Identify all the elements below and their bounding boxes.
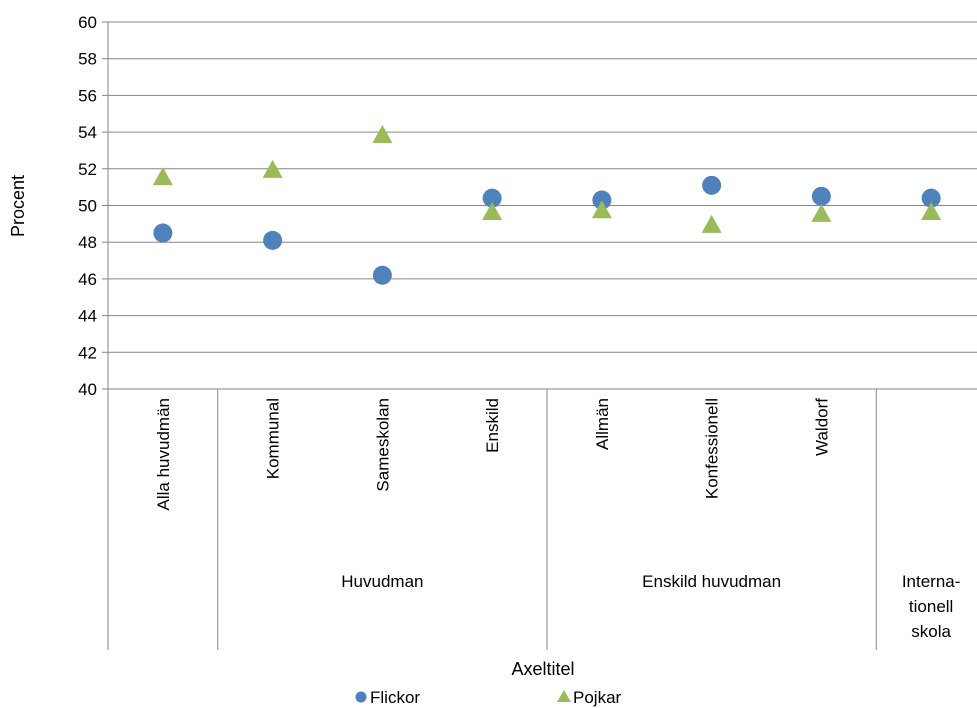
y-tick-labels: 40 42 44 46 48 50 52 54 56 58 60 — [78, 13, 97, 399]
point-flickor — [592, 190, 612, 210]
point-pojkar — [701, 214, 722, 233]
group-labels: Huvudman Enskild huvudman Interna-tionell s… — [341, 572, 960, 641]
legend: Flickor Pojkar — [355, 688, 622, 707]
y-tick-label: 44 — [78, 307, 97, 326]
x-axis-title: Axeltitel — [511, 659, 574, 679]
y-tick-label: 40 — [78, 380, 97, 399]
gridlines — [102, 21, 977, 390]
point-flickor — [153, 223, 173, 243]
group-label: Huvudman — [341, 572, 423, 591]
category-label: Enskild — [483, 398, 502, 453]
group-label-line: skola — [911, 622, 951, 641]
point-flickor — [263, 230, 283, 250]
y-tick-label: 56 — [78, 86, 97, 105]
point-pojkar — [591, 200, 612, 219]
group-label-line: Interna- — [902, 572, 961, 591]
point-flickor — [372, 265, 392, 285]
legend-label-pojkar: Pojkar — [573, 688, 622, 707]
category-label: Allmän — [593, 398, 612, 450]
category-label: Sameskolan — [373, 398, 392, 492]
point-pojkar — [811, 203, 832, 222]
point-pojkar — [372, 124, 393, 143]
y-tick-label: 50 — [78, 197, 97, 216]
y-tick-label: 52 — [78, 160, 97, 179]
point-pojkar — [921, 202, 942, 221]
y-tick-label: 48 — [78, 233, 97, 252]
legend-marker-pojkar — [557, 690, 571, 702]
group-label-line: tionell — [909, 597, 953, 616]
y-tick-label: 42 — [78, 343, 97, 362]
category-label: Kommunal — [264, 398, 283, 479]
y-tick-label: 54 — [78, 123, 97, 142]
point-flickor — [921, 188, 941, 208]
point-flickor — [482, 188, 502, 208]
y-tick-label: 60 — [78, 13, 97, 32]
point-pojkar — [262, 159, 283, 178]
point-flickor — [702, 175, 722, 195]
category-labels: Alla huvudmän Kommunal Sameskolan Enskild Al… — [154, 398, 832, 511]
category-label: Waldorf — [812, 398, 831, 456]
legend-label-flickor: Flickor — [370, 688, 420, 707]
category-label: Konfessionell — [703, 398, 722, 499]
y-tick-label: 58 — [78, 50, 97, 69]
point-pojkar — [152, 167, 173, 186]
axes — [107, 22, 877, 650]
y-tick-label: 46 — [78, 270, 97, 289]
category-label: Alla huvudmän — [154, 398, 173, 510]
data-points — [152, 124, 942, 285]
group-label: Enskild huvudman — [642, 572, 781, 591]
y-axis-title: Procent — [8, 175, 28, 237]
legend-marker-flickor — [355, 691, 367, 703]
point-pojkar — [482, 202, 503, 221]
point-flickor — [811, 186, 831, 206]
